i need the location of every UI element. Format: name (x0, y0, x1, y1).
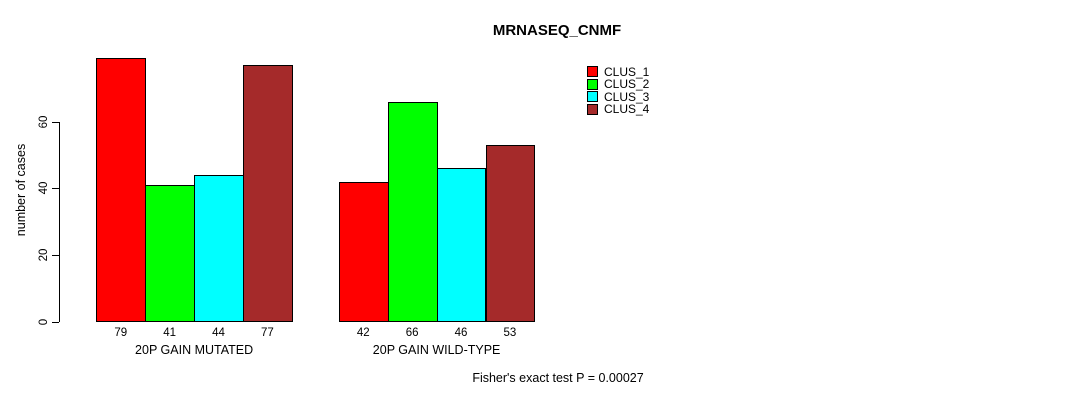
legend-item: CLUS_1 (587, 66, 649, 78)
group-label: 20P GAIN MUTATED (135, 343, 254, 357)
y-axis-tick-label: 60 (38, 115, 50, 129)
legend-swatch-icon (587, 103, 598, 115)
legend-item: CLUS_3 (587, 91, 649, 103)
legend-item: CLUS_2 (587, 78, 649, 90)
bar-value-label: 79 (114, 327, 128, 339)
legend-item: CLUS_4 (587, 103, 649, 115)
legend-swatch-icon (587, 91, 598, 102)
bar-clus-1-group1 (96, 58, 147, 323)
bar-value-label: 44 (212, 327, 225, 339)
bar-clus-4-group2 (485, 145, 536, 323)
bar-clus-2-group2 (387, 101, 438, 323)
bar-value-label: 77 (261, 327, 274, 339)
y-axis-tick (52, 254, 59, 256)
legend-label: CLUS_2 (604, 77, 650, 91)
chart-title: MRNASEQ_CNMF (492, 22, 622, 39)
legend-label: CLUS_1 (604, 64, 650, 79)
bar-value-label: 41 (163, 327, 177, 339)
y-axis-tick (52, 188, 59, 190)
group-label: 20P GAIN WILD-TYPE (372, 343, 501, 357)
y-axis-label: number of cases (14, 143, 28, 237)
stat-annotation: Fisher's exact test P = 0.00027 (472, 371, 644, 385)
bar-clus-4-group1 (243, 65, 293, 323)
bar-value-label: 42 (356, 327, 370, 339)
bar-clus-3-group1 (194, 174, 244, 323)
bar-clus-1-group2 (338, 181, 389, 323)
bar-clus-3-group2 (436, 168, 487, 323)
y-axis-tick (52, 121, 59, 123)
y-axis-tick (52, 321, 59, 323)
y-axis-tick-label: 0 (38, 318, 50, 325)
bar-value-label: 53 (503, 327, 517, 339)
legend-swatch-icon (587, 78, 598, 90)
y-axis-line (59, 121, 60, 323)
legend-swatch-icon (587, 66, 598, 77)
bar-value-label: 66 (405, 327, 419, 339)
bar-value-label: 46 (454, 327, 468, 339)
bar-clus-2-group1 (145, 184, 196, 323)
y-axis-tick-label: 40 (38, 181, 50, 195)
legend-label: CLUS_4 (604, 102, 650, 116)
legend-label: CLUS_3 (604, 89, 650, 104)
y-axis-tick-label: 20 (38, 248, 50, 262)
